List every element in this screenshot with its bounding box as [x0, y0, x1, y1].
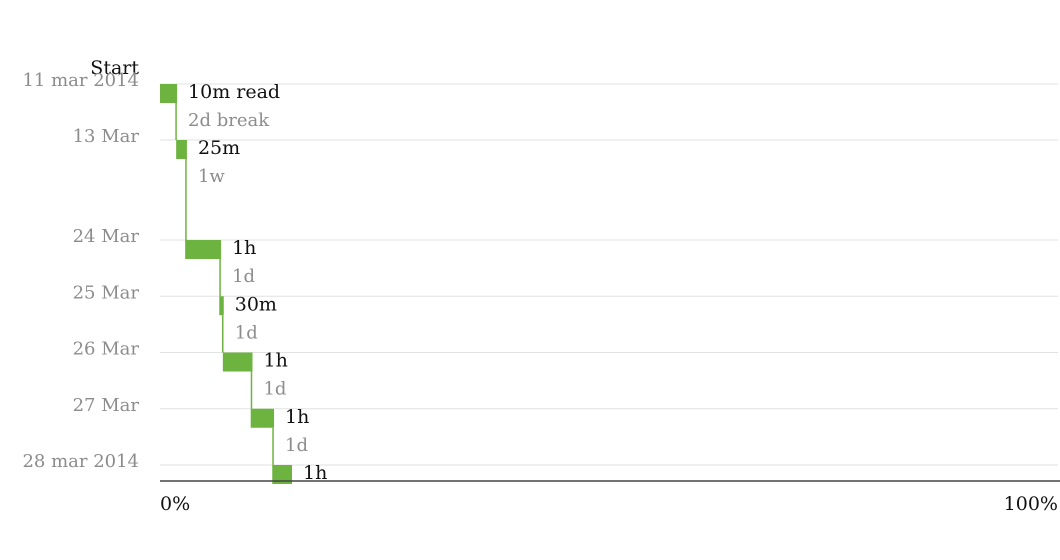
break-label: 1w — [198, 166, 225, 187]
date-labels: 11 mar 2014 13 Mar 24 Mar 25 Mar 26 Mar 27 Ma… — [22, 70, 139, 472]
date-label: 28 mar 2014 — [22, 451, 139, 472]
session-bar — [185, 240, 222, 259]
session-bar — [250, 408, 275, 428]
date-label: 27 Mar — [73, 395, 140, 416]
session-duration-label: 10m read — [188, 81, 280, 103]
session-bar — [160, 84, 178, 103]
break-label: 1d — [263, 379, 286, 400]
date-label: 26 Mar — [73, 339, 140, 360]
session-duration-label: 25m — [198, 137, 240, 159]
session-bar — [219, 296, 224, 316]
break-label: 1d — [285, 435, 308, 456]
x-tick-100: 100% — [1004, 493, 1058, 515]
break-label: 2d break — [188, 110, 270, 131]
session-duration-label: 30m — [235, 293, 277, 315]
date-label: 13 Mar — [73, 126, 140, 147]
gridlines — [160, 83, 1058, 466]
break-label: 1d — [235, 322, 258, 343]
date-label: 25 Mar — [73, 282, 140, 303]
session-duration-label: 1h — [232, 237, 256, 259]
session-bars — [160, 84, 293, 484]
session-bar — [272, 465, 293, 484]
session-duration-label: 1h — [263, 350, 287, 372]
start-label: Start — [90, 57, 139, 79]
break-label: 1d — [232, 266, 255, 287]
session-bar — [176, 140, 187, 159]
session-duration-label: 1h — [285, 406, 309, 428]
date-label: 24 Mar — [73, 226, 140, 247]
x-tick-0: 0% — [160, 493, 190, 515]
session-duration-label: 1h — [303, 462, 327, 484]
session-bar — [222, 352, 253, 372]
date-label: 11 mar 2014 — [22, 70, 139, 91]
